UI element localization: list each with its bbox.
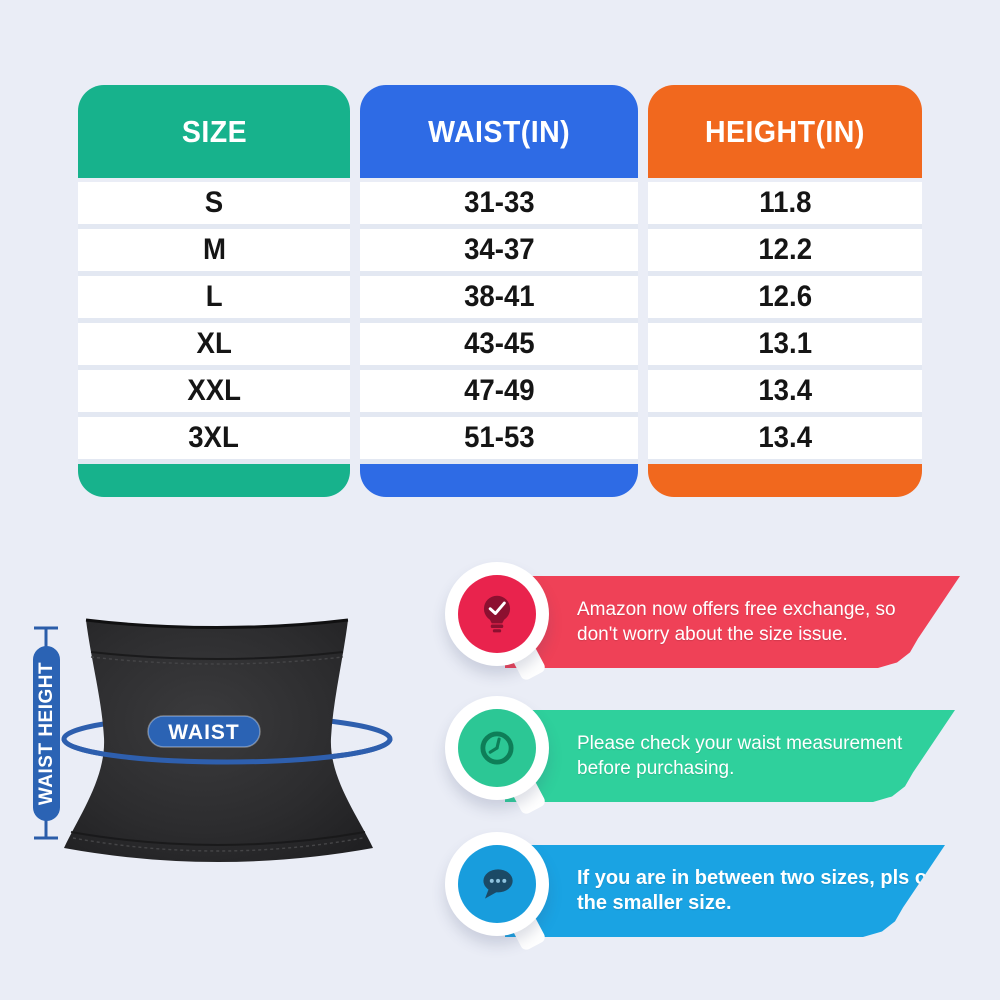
waist-label-pill [147,715,261,748]
cell-value: 31-33 [463,186,535,219]
table-cell: 51-53 [360,417,638,464]
table-cell: L [78,276,350,323]
callout-banner: Please check your waist measurement befo… [505,710,955,802]
cell-value: 43-45 [463,327,535,360]
cell-value: 12.2 [758,233,812,266]
callout-icon-disc [458,845,536,923]
table-cell: 43-45 [360,323,638,370]
cell-value: M [202,233,226,266]
size-column-footer [78,464,350,497]
callout-banner: Amazon now offers free exchange, so don'… [505,576,960,668]
table-cell: 31-33 [360,182,638,229]
top-seam-stitch [90,656,344,665]
cell-value: 3XL [188,421,240,454]
cell-value: 13.1 [758,327,812,360]
size-column-header: SIZE [78,85,350,182]
callout-banner: If you are in between two sizes, pls ord… [505,845,945,937]
column-header-label: WAIST(IN) [428,113,570,149]
table-cell: 38-41 [360,276,638,323]
cell-value: 38-41 [463,280,535,313]
table-cell: 34-37 [360,229,638,276]
height-column: HEIGHT(IN) 11.8 12.2 12.6 13.1 13.4 13.4 [648,85,922,497]
cell-value: 51-53 [463,421,535,454]
waist-ellipse-front-arc [61,738,393,765]
callout-text-line: don't worry about the size issue. [577,624,848,645]
callout-text-line: before purchasing. [577,758,735,779]
table-cell: M [78,229,350,276]
size-table: SIZE S M L XL XXL 3XL WAIST(IN) 31-33 34… [78,85,922,497]
waist-trainer-illustration: WAIST WAIST HEIGHT [18,598,438,890]
table-cell: 13.4 [648,370,922,417]
table-cell: 12.6 [648,276,922,323]
table-cell: 13.1 [648,323,922,370]
table-cell: 3XL [78,417,350,464]
table-cell: S [78,182,350,229]
bottom-seam-stitch [72,837,364,852]
callout-text-line: If you are in between two sizes, pls ord… [577,867,966,889]
callout-icon-circle [445,832,549,936]
cell-value: XXL [187,374,241,407]
table-cell: 13.4 [648,417,922,464]
waist-column-footer [360,464,638,497]
callout-icon-circle [445,696,549,800]
cell-value: 13.4 [758,421,812,454]
column-header-label: SIZE [181,113,247,149]
waist-height-pill [33,646,60,821]
cell-value: 47-49 [463,374,535,407]
cell-value: 11.8 [758,186,812,219]
top-seam [90,651,344,660]
callout-text-line: Amazon now offers free exchange, so [577,599,896,620]
chat-dots-icon [483,869,513,899]
cell-value: 13.4 [758,374,812,407]
cell-value: 34-37 [463,233,535,266]
table-cell: XL [78,323,350,370]
size-column: SIZE S M L XL XXL 3XL [78,85,350,497]
waist-column-header: WAIST(IN) [360,85,638,182]
waist-trainer-drawing: WAIST WAIST HEIGHT [33,618,393,862]
callout-icon-disc [458,709,536,787]
waist-height-label: WAIST HEIGHT [36,662,57,805]
lightbulb-check-icon [483,595,511,633]
table-cell: 11.8 [648,182,922,229]
waist-column: WAIST(IN) 31-33 34-37 38-41 43-45 47-49 … [360,85,638,497]
clock-icon [480,731,514,765]
top-rim-line [85,618,349,629]
height-column-footer [648,464,922,497]
callout-text-line: Please check your waist measurement [577,733,903,754]
waist-label: WAIST [168,721,240,744]
cell-value: 12.6 [758,280,812,313]
cell-value: S [204,186,224,219]
callout-text-line: the smaller size. [577,892,732,914]
column-header-label: HEIGHT(IN) [705,113,865,149]
waist-height-dimension: WAIST HEIGHT [33,626,60,840]
table-cell: XXL [78,370,350,417]
callout-icon-circle [445,562,549,666]
height-column-header: HEIGHT(IN) [648,85,922,182]
callout-icon-disc [458,575,536,653]
cell-value: XL [196,327,232,360]
table-cell: 12.2 [648,229,922,276]
table-cell: 47-49 [360,370,638,417]
cell-value: L [205,280,223,313]
bottom-seam [70,831,366,846]
